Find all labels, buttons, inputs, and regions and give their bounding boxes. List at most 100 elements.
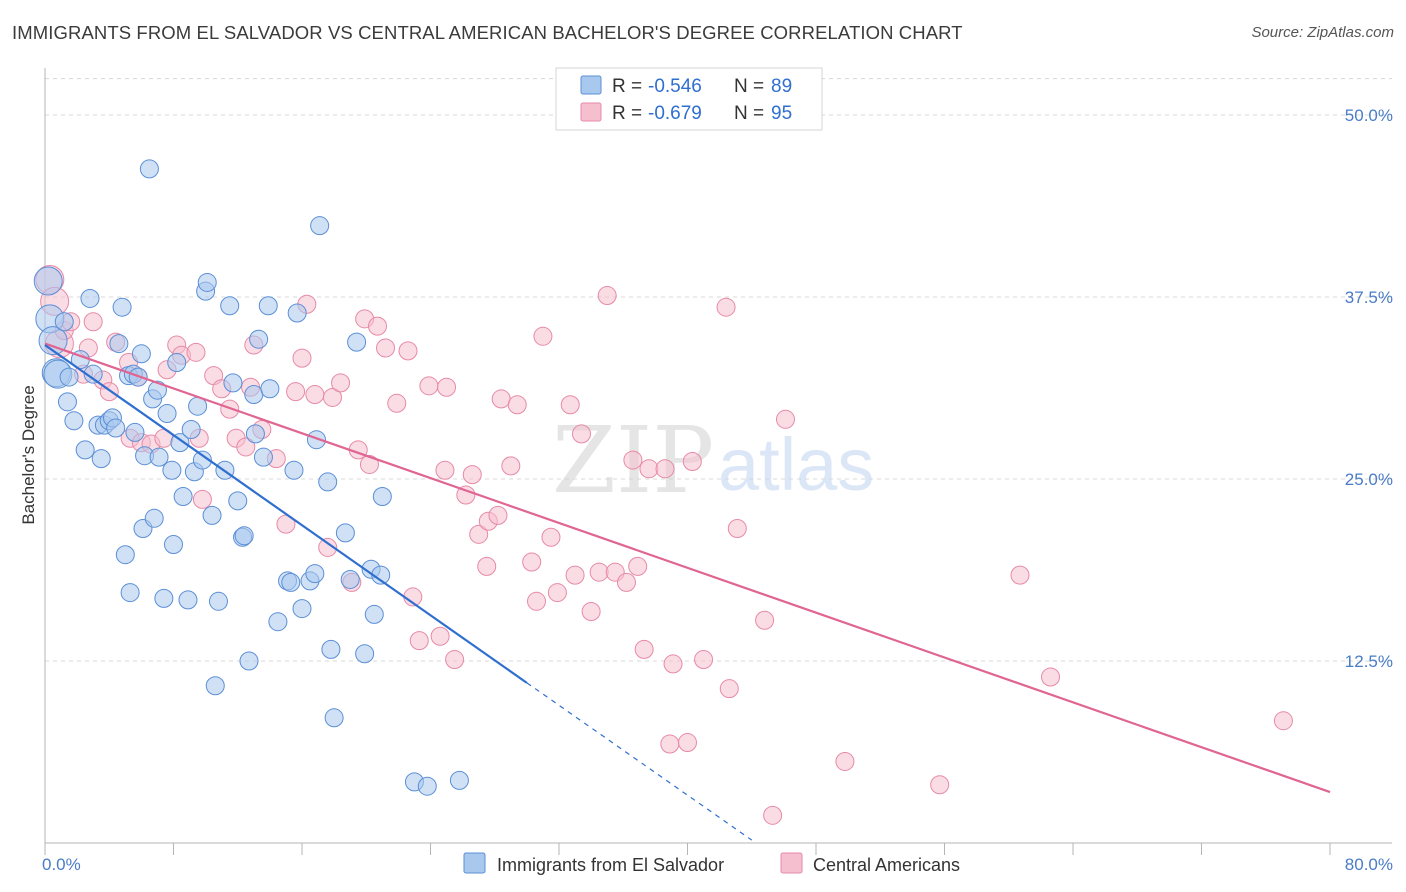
data-point <box>501 456 521 476</box>
data-point <box>83 364 103 384</box>
y-tick-label: 25.0% <box>1345 470 1393 489</box>
data-point <box>75 440 95 460</box>
series-legend-swatch-pink <box>780 852 803 874</box>
data-point <box>318 472 338 492</box>
data-point <box>170 433 190 453</box>
data-point <box>694 650 714 670</box>
data-point <box>331 373 351 393</box>
data-point <box>181 419 201 439</box>
trend-line-el-salvador <box>44 344 528 684</box>
series-legend-label-el-salvador: Immigrants from El Salvador <box>497 855 724 875</box>
data-point <box>417 776 437 796</box>
data-point <box>281 572 301 592</box>
data-point <box>186 342 206 362</box>
data-point <box>305 564 325 584</box>
data-point <box>131 344 151 364</box>
data-point <box>258 296 278 316</box>
data-point <box>639 459 659 479</box>
data-point <box>634 639 654 659</box>
data-point <box>719 679 739 699</box>
data-point <box>208 591 228 611</box>
data-point <box>419 376 439 396</box>
data-point <box>347 332 367 352</box>
trend-line-central-americans <box>44 342 1331 794</box>
data-point <box>106 418 126 438</box>
series-central-americans-points <box>35 265 1293 825</box>
y-tick-label: 50.0% <box>1345 106 1393 125</box>
data-point <box>167 353 187 373</box>
data-point <box>192 450 212 470</box>
data-point <box>491 389 511 409</box>
data-point <box>727 519 747 539</box>
data-point <box>430 626 450 646</box>
data-point <box>372 486 392 506</box>
data-point <box>202 505 222 525</box>
x-axis-ticks <box>44 843 1331 855</box>
data-point <box>244 385 264 405</box>
legend-swatch-blue <box>580 75 602 95</box>
data-point <box>678 733 697 753</box>
data-point <box>571 424 591 444</box>
data-point <box>144 508 164 528</box>
data-point <box>398 341 418 361</box>
data-point <box>157 403 177 423</box>
data-point <box>91 449 111 469</box>
legend-n-label-1: N = <box>734 76 764 97</box>
data-point <box>628 556 648 576</box>
data-point <box>239 651 259 671</box>
data-point <box>260 379 280 399</box>
x-tick-label-min: 0.0% <box>42 855 81 874</box>
correlation-legend: R = -0.546 N = 89 R = -0.679 N = 95 <box>555 67 823 131</box>
data-point <box>616 572 636 592</box>
axes <box>44 68 1392 844</box>
data-point <box>835 751 855 771</box>
data-point <box>477 556 497 576</box>
data-point <box>125 422 145 442</box>
data-point <box>469 524 489 544</box>
data-point <box>33 266 63 296</box>
data-point <box>120 583 140 603</box>
data-point <box>655 459 675 479</box>
data-point <box>139 159 159 179</box>
data-point <box>220 296 240 316</box>
data-point <box>507 395 527 415</box>
y-axis-tick-labels: 12.5% 25.0% 37.5% 50.0% <box>1345 106 1393 671</box>
data-point <box>205 676 225 696</box>
data-point <box>541 527 561 547</box>
data-point <box>445 650 465 670</box>
data-point <box>488 505 508 525</box>
data-point <box>154 588 174 608</box>
data-point <box>522 552 542 572</box>
data-point <box>80 288 100 308</box>
data-point <box>236 437 256 457</box>
data-point <box>449 770 469 790</box>
series-legend-swatch-blue <box>463 852 486 874</box>
data-point <box>387 393 407 413</box>
data-point <box>930 775 950 795</box>
trend-line-el-salvador-extension <box>526 682 753 841</box>
data-point <box>164 535 183 555</box>
data-point <box>197 272 217 292</box>
legend-swatch-pink <box>580 102 602 122</box>
data-point <box>340 569 360 589</box>
data-point <box>292 348 312 368</box>
watermark-atlas: atlas <box>718 423 874 506</box>
data-point <box>663 654 683 674</box>
data-point <box>192 489 212 509</box>
data-point <box>57 392 77 412</box>
data-point <box>355 644 375 664</box>
data-point <box>660 734 680 754</box>
data-point <box>249 329 269 349</box>
data-point <box>581 601 601 621</box>
data-point <box>462 465 482 485</box>
data-point <box>253 447 273 467</box>
data-point <box>1041 667 1061 687</box>
series-legend-label-central-americans: Central Americans <box>813 855 960 875</box>
data-point <box>284 460 304 480</box>
x-tick-label-max: 80.0% <box>1345 855 1393 874</box>
data-point <box>245 424 265 444</box>
gridlines <box>45 78 1392 662</box>
y-axis-title: Bachelor's Degree <box>19 385 38 524</box>
data-point <box>435 460 455 480</box>
